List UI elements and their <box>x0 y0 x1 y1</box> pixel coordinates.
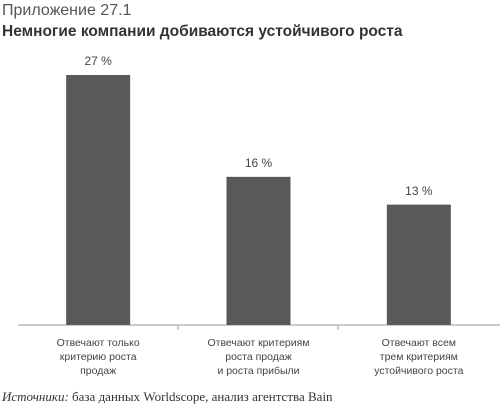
x-tick-label-line: устойчивого роста <box>374 365 463 377</box>
bar <box>386 204 451 325</box>
bar <box>226 176 291 325</box>
value-label: 13 % <box>405 184 433 198</box>
chart-subtitle: Приложение 27.1 <box>2 2 132 19</box>
bar <box>66 74 131 325</box>
value-label: 16 % <box>245 156 273 170</box>
x-tick-label-line: Отвечают критериям <box>207 337 309 349</box>
source-label: Источники: <box>1 389 69 404</box>
x-tick-label-line: Отвечают всем <box>382 337 456 349</box>
x-tick-label: Отвечают всем трем критериям устойчивого р… <box>374 337 463 377</box>
x-tick-label: Отвечают только критерию роста продаж <box>57 337 140 377</box>
x-tick-label: Отвечают критериям роста продаж и роста пр… <box>207 337 309 377</box>
source-text: база данных Worldscope, анализ агентства… <box>72 389 333 404</box>
source-note: Источники: база данных Worldscope, анали… <box>1 389 333 404</box>
x-tick-label-line: роста продаж <box>225 351 292 363</box>
chart-title: Немногие компании добиваются устойчивого… <box>2 23 403 40</box>
x-tick-label-line: трем критериям <box>380 351 458 363</box>
value-label: 27 % <box>84 54 112 68</box>
x-tick-label-line: Отвечают только <box>57 337 140 349</box>
x-tick-label-line: продаж <box>80 365 116 377</box>
x-tick-label-line: критерию роста <box>60 351 137 363</box>
x-tick-label-line: и роста прибыли <box>217 365 299 377</box>
